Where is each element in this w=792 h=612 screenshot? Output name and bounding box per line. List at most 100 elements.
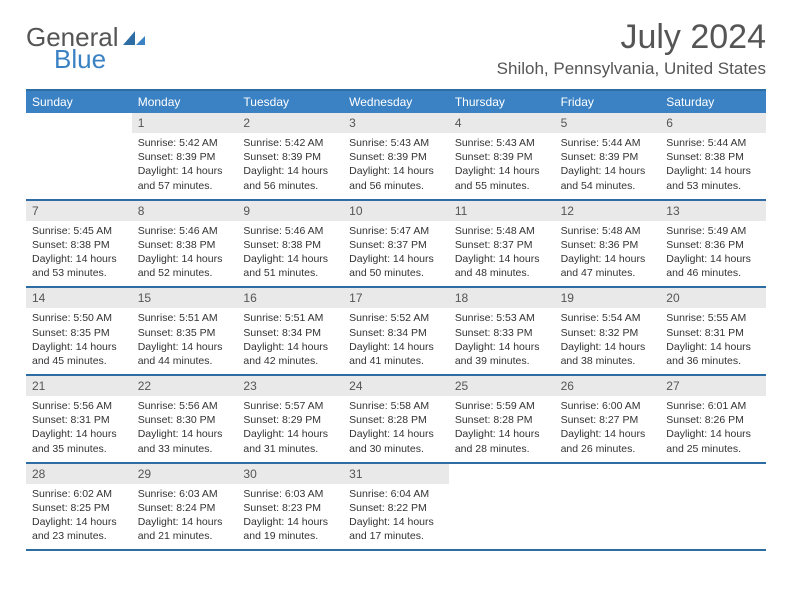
day-number: 23 bbox=[237, 376, 343, 396]
daylight-text: Daylight: 14 hours and 33 minutes. bbox=[138, 427, 232, 455]
daylight-text: Daylight: 14 hours and 51 minutes. bbox=[243, 252, 337, 280]
daylight-text: Daylight: 14 hours and 28 minutes. bbox=[455, 427, 549, 455]
daylight-text: Daylight: 14 hours and 26 minutes. bbox=[561, 427, 655, 455]
weekday-sunday: Sunday bbox=[26, 91, 132, 113]
day-info: Sunrise: 5:43 AMSunset: 8:39 PMDaylight:… bbox=[449, 133, 555, 199]
day-cell: 6Sunrise: 5:44 AMSunset: 8:38 PMDaylight… bbox=[660, 113, 766, 199]
sunrise-text: Sunrise: 5:46 AM bbox=[138, 224, 232, 238]
sunset-text: Sunset: 8:27 PM bbox=[561, 413, 655, 427]
day-cell bbox=[449, 464, 555, 550]
day-info: Sunrise: 6:00 AMSunset: 8:27 PMDaylight:… bbox=[555, 396, 661, 462]
sunrise-text: Sunrise: 6:03 AM bbox=[138, 487, 232, 501]
day-number: 2 bbox=[237, 113, 343, 133]
daylight-text: Daylight: 14 hours and 48 minutes. bbox=[455, 252, 549, 280]
daylight-text: Daylight: 14 hours and 54 minutes. bbox=[561, 164, 655, 192]
day-cell: 21Sunrise: 5:56 AMSunset: 8:31 PMDayligh… bbox=[26, 376, 132, 462]
week-row: 28Sunrise: 6:02 AMSunset: 8:25 PMDayligh… bbox=[26, 464, 766, 552]
brand-sail-icon bbox=[121, 29, 147, 47]
sunset-text: Sunset: 8:38 PM bbox=[243, 238, 337, 252]
sunrise-text: Sunrise: 5:57 AM bbox=[243, 399, 337, 413]
sunset-text: Sunset: 8:29 PM bbox=[243, 413, 337, 427]
sunrise-text: Sunrise: 5:51 AM bbox=[138, 311, 232, 325]
day-cell: 8Sunrise: 5:46 AMSunset: 8:38 PMDaylight… bbox=[132, 201, 238, 287]
brand-logo: GeneralBlue bbox=[26, 24, 147, 72]
weekday-thursday: Thursday bbox=[449, 91, 555, 113]
day-number: 27 bbox=[660, 376, 766, 396]
daylight-text: Daylight: 14 hours and 39 minutes. bbox=[455, 340, 549, 368]
sunset-text: Sunset: 8:39 PM bbox=[561, 150, 655, 164]
day-number: 25 bbox=[449, 376, 555, 396]
sunset-text: Sunset: 8:34 PM bbox=[243, 326, 337, 340]
sunrise-text: Sunrise: 6:03 AM bbox=[243, 487, 337, 501]
sunrise-text: Sunrise: 5:56 AM bbox=[32, 399, 126, 413]
daylight-text: Daylight: 14 hours and 56 minutes. bbox=[349, 164, 443, 192]
sunrise-text: Sunrise: 5:44 AM bbox=[666, 136, 760, 150]
sunrise-text: Sunrise: 5:43 AM bbox=[455, 136, 549, 150]
day-number: 3 bbox=[343, 113, 449, 133]
sunrise-text: Sunrise: 5:46 AM bbox=[243, 224, 337, 238]
sunset-text: Sunset: 8:38 PM bbox=[32, 238, 126, 252]
daylight-text: Daylight: 14 hours and 53 minutes. bbox=[32, 252, 126, 280]
sunset-text: Sunset: 8:25 PM bbox=[32, 501, 126, 515]
day-cell: 1Sunrise: 5:42 AMSunset: 8:39 PMDaylight… bbox=[132, 113, 238, 199]
day-number: 22 bbox=[132, 376, 238, 396]
day-info: Sunrise: 5:42 AMSunset: 8:39 PMDaylight:… bbox=[132, 133, 238, 199]
sunrise-text: Sunrise: 5:49 AM bbox=[666, 224, 760, 238]
calendar: SundayMondayTuesdayWednesdayThursdayFrid… bbox=[26, 89, 766, 551]
sunset-text: Sunset: 8:23 PM bbox=[243, 501, 337, 515]
sunrise-text: Sunrise: 5:52 AM bbox=[349, 311, 443, 325]
day-cell: 23 Sunrise: 5:57 AMSunset: 8:29 PMDayligh… bbox=[237, 376, 343, 462]
daylight-text: Daylight: 14 hours and 42 minutes. bbox=[243, 340, 337, 368]
day-cell bbox=[660, 464, 766, 550]
sunset-text: Sunset: 8:37 PM bbox=[349, 238, 443, 252]
sunset-text: Sunset: 8:22 PM bbox=[349, 501, 443, 515]
sunrise-text: Sunrise: 6:00 AM bbox=[561, 399, 655, 413]
day-cell: 10Sunrise: 5:47 AMSunset: 8:37 PMDayligh… bbox=[343, 201, 449, 287]
sunrise-text: Sunrise: 5:55 AM bbox=[666, 311, 760, 325]
day-number: 21 bbox=[26, 376, 132, 396]
sunset-text: Sunset: 8:36 PM bbox=[561, 238, 655, 252]
day-number: 15 bbox=[132, 288, 238, 308]
day-info: Sunrise: 5:48 AMSunset: 8:37 PMDaylight:… bbox=[449, 221, 555, 287]
day-info: Sunrise: 5:50 AMSunset: 8:35 PMDaylight:… bbox=[26, 308, 132, 374]
daylight-text: Daylight: 14 hours and 45 minutes. bbox=[32, 340, 126, 368]
day-cell: 31Sunrise: 6:04 AMSunset: 8:22 PMDayligh… bbox=[343, 464, 449, 550]
day-number: 16 bbox=[237, 288, 343, 308]
day-info: Sunrise: 6:04 AMSunset: 8:22 PMDaylight:… bbox=[343, 484, 449, 550]
day-cell: 9Sunrise: 5:46 AMSunset: 8:38 PMDaylight… bbox=[237, 201, 343, 287]
day-number: 5 bbox=[555, 113, 661, 133]
day-cell: 27Sunrise: 6:01 AMSunset: 8:26 PMDayligh… bbox=[660, 376, 766, 462]
weekday-saturday: Saturday bbox=[660, 91, 766, 113]
day-info: Sunrise: 5:43 AMSunset: 8:39 PMDaylight:… bbox=[343, 133, 449, 199]
day-number: 24 bbox=[343, 376, 449, 396]
day-number: 13 bbox=[660, 201, 766, 221]
daylight-text: Daylight: 14 hours and 23 minutes. bbox=[32, 515, 126, 543]
sunset-text: Sunset: 8:37 PM bbox=[455, 238, 549, 252]
day-cell bbox=[555, 464, 661, 550]
daylight-text: Daylight: 14 hours and 31 minutes. bbox=[243, 427, 337, 455]
day-number: 1 bbox=[132, 113, 238, 133]
day-number: 18 bbox=[449, 288, 555, 308]
day-cell: 18Sunrise: 5:53 AMSunset: 8:33 PMDayligh… bbox=[449, 288, 555, 374]
day-cell: 28Sunrise: 6:02 AMSunset: 8:25 PMDayligh… bbox=[26, 464, 132, 550]
daylight-text: Daylight: 14 hours and 38 minutes. bbox=[561, 340, 655, 368]
day-cell: 13Sunrise: 5:49 AMSunset: 8:36 PMDayligh… bbox=[660, 201, 766, 287]
daylight-text: Daylight: 14 hours and 55 minutes. bbox=[455, 164, 549, 192]
sunset-text: Sunset: 8:28 PM bbox=[349, 413, 443, 427]
weekday-tuesday: Tuesday bbox=[237, 91, 343, 113]
day-number: 6 bbox=[660, 113, 766, 133]
sunrise-text: Sunrise: 5:54 AM bbox=[561, 311, 655, 325]
sunrise-text: Sunrise: 5:43 AM bbox=[349, 136, 443, 150]
day-info: Sunrise: 5:46 AMSunset: 8:38 PMDaylight:… bbox=[237, 221, 343, 287]
daylight-text: Daylight: 14 hours and 19 minutes. bbox=[243, 515, 337, 543]
day-cell: 5 Sunrise: 5:44 AMSunset: 8:39 PMDaylight… bbox=[555, 113, 661, 199]
day-info: Sunrise: 5:59 AMSunset: 8:28 PMDaylight:… bbox=[449, 396, 555, 462]
day-cell: 15Sunrise: 5:51 AMSunset: 8:35 PMDayligh… bbox=[132, 288, 238, 374]
sunrise-text: Sunrise: 5:44 AM bbox=[561, 136, 655, 150]
day-number: 12 bbox=[555, 201, 661, 221]
sunset-text: Sunset: 8:33 PM bbox=[455, 326, 549, 340]
sunset-text: Sunset: 8:31 PM bbox=[32, 413, 126, 427]
sunset-text: Sunset: 8:39 PM bbox=[455, 150, 549, 164]
daylight-text: Daylight: 14 hours and 46 minutes. bbox=[666, 252, 760, 280]
sunset-text: Sunset: 8:26 PM bbox=[666, 413, 760, 427]
